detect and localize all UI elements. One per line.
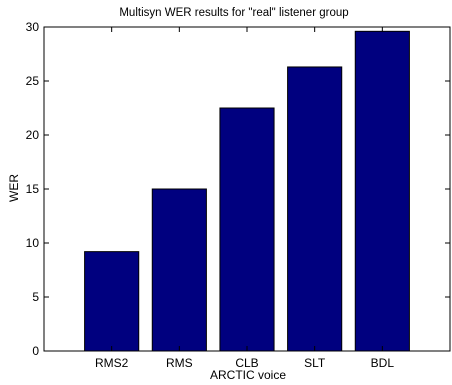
x-tick-label: RMS	[166, 356, 193, 370]
chart-title: Multisyn WER results for "real" listener…	[119, 7, 348, 19]
x-tick-label: RMS2	[95, 356, 129, 370]
plot-area: 0 5 10 15 20 25 30 RMS2 RMS CLB SLT BDL	[26, 20, 451, 370]
bar-slt	[287, 66, 343, 352]
y-axis-label: WER	[7, 174, 21, 202]
y-tick-label: 20	[26, 128, 40, 142]
y-tick-label: 5	[32, 290, 39, 304]
x-tick-label: BDL	[371, 356, 395, 370]
y-tick-label: 30	[26, 20, 40, 34]
x-tick-label: CLB	[235, 356, 258, 370]
bar-rms2	[84, 251, 140, 352]
y-tick-label: 25	[26, 74, 40, 88]
x-tick-label: SLT	[304, 356, 326, 370]
x-axis-label: ARCTIC voice	[210, 368, 286, 382]
bar-bdl	[354, 30, 410, 352]
bar-rms	[151, 188, 207, 352]
y-tick-label: 15	[26, 182, 40, 196]
y-tick-label: 0	[32, 344, 39, 358]
bar-clb	[219, 107, 275, 352]
y-tick-label: 10	[26, 236, 40, 250]
